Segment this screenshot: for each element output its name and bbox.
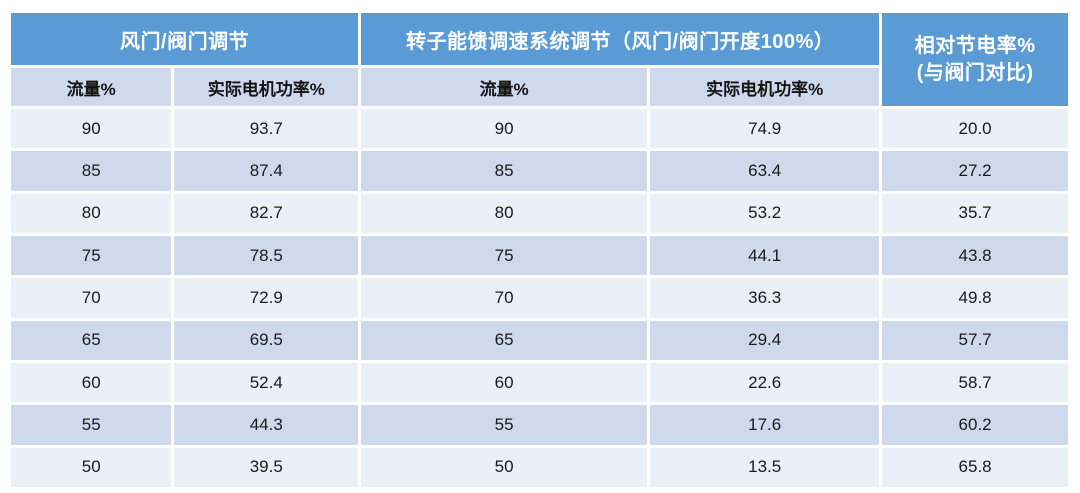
subheader-row: 流量% 实际电机功率% 流量% 实际电机功率%	[11, 68, 1068, 106]
subheader-flow-1: 流量%	[11, 68, 172, 106]
cell: 70	[361, 278, 648, 318]
cell: 36.3	[650, 278, 880, 318]
cell: 55	[11, 405, 172, 445]
cell: 29.4	[650, 320, 880, 360]
subheader-motor-power-2: 实际电机功率%	[650, 68, 880, 106]
subheader-motor-power-1: 实际电机功率%	[174, 68, 359, 106]
cell: 60	[361, 362, 648, 403]
cell: 55	[361, 405, 648, 445]
table-row: 50 39.5 50 13.5 65.8	[11, 447, 1068, 487]
cell: 43.8	[882, 235, 1068, 276]
subheader-flow-2: 流量%	[361, 68, 648, 106]
cell: 72.9	[174, 278, 359, 318]
cell: 65	[361, 320, 648, 360]
cell: 87.4	[174, 151, 359, 191]
cell: 60.2	[882, 405, 1068, 445]
cell: 50	[361, 447, 648, 487]
cell: 27.2	[882, 151, 1068, 191]
cell: 49.8	[882, 278, 1068, 318]
cell: 53.2	[650, 193, 880, 233]
cell: 85	[361, 151, 648, 191]
header-group-row: 风门/阀门调节 转子能馈调速系统调节（风门/阀门开度100%） 相对节电率% (…	[11, 13, 1068, 106]
table-row: 75 78.5 75 44.1 43.8	[11, 235, 1068, 276]
cell: 60	[11, 362, 172, 403]
cell: 78.5	[174, 235, 359, 276]
cell: 50	[11, 447, 172, 487]
cell: 70	[11, 278, 172, 318]
column-group-damper-valve: 风门/阀门调节	[11, 13, 359, 65]
cell: 63.4	[650, 151, 880, 191]
table-row: 60 52.4 60 22.6 58.7	[11, 362, 1068, 403]
cell: 85	[11, 151, 172, 191]
cell: 52.4	[174, 362, 359, 403]
table-row: 65 69.5 65 29.4 57.7	[11, 320, 1068, 360]
cell: 90	[361, 109, 648, 149]
table-row: 85 87.4 85 63.4 27.2	[11, 151, 1068, 191]
cell: 39.5	[174, 447, 359, 487]
table-row: 80 82.7 80 53.2 35.7	[11, 193, 1068, 233]
saving-rate-header-line1: 相对节电率%	[914, 34, 1036, 57]
table-row: 70 72.9 70 36.3 49.8	[11, 278, 1068, 318]
cell: 13.5	[650, 447, 880, 487]
power-comparison-table: 风门/阀门调节 转子能馈调速系统调节（风门/阀门开度100%） 相对节电率% (…	[8, 10, 1071, 490]
cell: 75	[361, 235, 648, 276]
cell: 74.9	[650, 109, 880, 149]
table-row: 55 44.3 55 17.6 60.2	[11, 405, 1068, 445]
cell: 69.5	[174, 320, 359, 360]
table-row: 90 93.7 90 74.9 20.0	[11, 109, 1068, 149]
cell: 44.3	[174, 405, 359, 445]
cell: 75	[11, 235, 172, 276]
column-header-saving-rate: 相对节电率% (与阀门对比)	[882, 13, 1068, 106]
column-group-rotor-feedback: 转子能馈调速系统调节（风门/阀门开度100%）	[361, 13, 880, 65]
cell: 17.6	[650, 405, 880, 445]
cell: 57.7	[882, 320, 1068, 360]
cell: 82.7	[174, 193, 359, 233]
cell: 65.8	[882, 447, 1068, 487]
cell: 93.7	[174, 109, 359, 149]
saving-rate-header-line2: (与阀门对比)	[916, 61, 1034, 84]
cell: 65	[11, 320, 172, 360]
cell: 58.7	[882, 362, 1068, 403]
cell: 20.0	[882, 109, 1068, 149]
cell: 90	[11, 109, 172, 149]
cell: 80	[361, 193, 648, 233]
cell: 35.7	[882, 193, 1068, 233]
cell: 80	[11, 193, 172, 233]
cell: 44.1	[650, 235, 880, 276]
cell: 22.6	[650, 362, 880, 403]
